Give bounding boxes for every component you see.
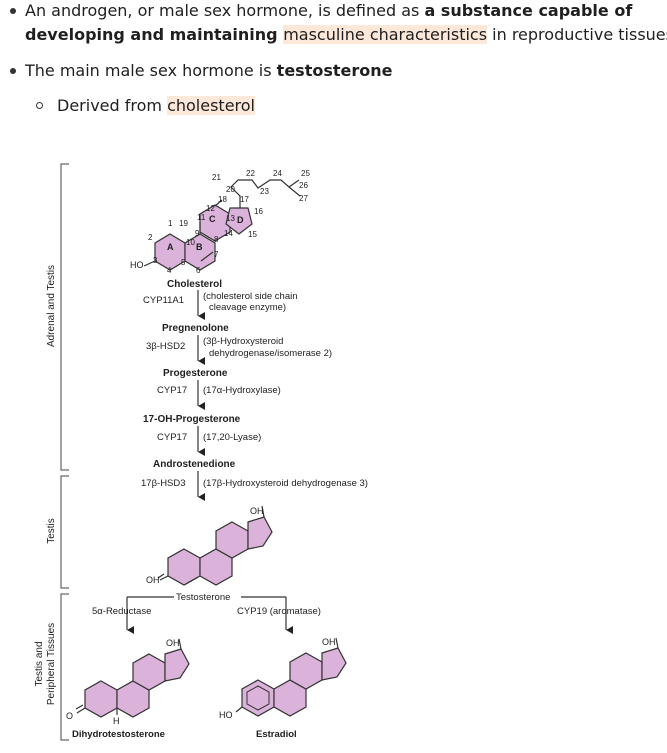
svg-text:13: 13 [226, 214, 235, 223]
svg-text:5: 5 [181, 258, 186, 267]
ring-d [225, 207, 253, 235]
svg-text:2: 2 [148, 233, 153, 242]
sub-bullet-circle [36, 102, 43, 109]
bullet-1-tail-text: in reproductive tissues [487, 25, 667, 44]
label-adrenal-and-testis: Adrenal and Testis [46, 265, 57, 347]
ho-group: HO [130, 260, 144, 270]
svg-text:15: 15 [248, 230, 257, 239]
bullet-dot [10, 68, 16, 74]
compound-dihydrotestosterone: Dihydrotestosterone [72, 729, 165, 740]
enzyme-3b-hsd2: 3β-HSD2 [146, 341, 185, 352]
svg-text:25: 25 [301, 169, 310, 178]
testosterone-structure: OH OH [146, 505, 273, 586]
label-testis: Testis [46, 518, 57, 544]
ring-letter-a: A [167, 242, 174, 252]
bullet-1-bold-text: a substance capable of [424, 1, 633, 20]
enzyme-cyp17-hydroxylase-desc: (17α-Hydroxylase) [203, 385, 281, 396]
svg-text:27: 27 [299, 194, 308, 203]
svg-text:6: 6 [196, 266, 201, 275]
compound-testosterone: Testosterone [176, 592, 230, 603]
enzyme-cyp11a1-desc-line-1: (cholesterol side chain [203, 291, 298, 302]
svg-text:9: 9 [195, 229, 200, 238]
sub-bullet-line: Derived from cholesterol [57, 95, 255, 117]
svg-text:1: 1 [168, 219, 173, 228]
bullet-1-text: An androgen, or male sex hormone, is def… [25, 1, 425, 20]
ring-letter-c: C [209, 214, 216, 224]
estradiol-structure: HO OH [219, 637, 347, 720]
compound-estradiol: Estradiol [256, 729, 297, 740]
enzyme-3b-hsd2-desc-line-1: (3β-Hydroxysteroid [203, 336, 283, 347]
compound-progesterone: Progesterone [163, 368, 228, 379]
tissue-brackets: Adrenal and Testis Testis Testis and Per… [34, 163, 69, 741]
enzyme-cyp17-lyase: CYP17 [157, 432, 187, 443]
enzyme-cyp17-lyase-desc: (17,20-Lyase) [203, 432, 261, 443]
enzyme-cyp11a1-desc-line-2: cleavage enzyme) [209, 302, 286, 313]
branch-to-metabolites: Testosterone 5α-Reductase CYP19 (aromata… [92, 592, 321, 634]
svg-text:11: 11 [197, 213, 206, 222]
keto-group-dht: O [66, 711, 73, 721]
bullet-2-text: The main male sex hormone is [25, 61, 277, 80]
label-testis-and: Testis and [34, 641, 45, 686]
svg-text:12: 12 [206, 204, 215, 213]
enzyme-3b-hsd2-desc-line-2: dehydrogenase/isomerase 2) [209, 348, 332, 359]
svg-text:21: 21 [212, 173, 221, 182]
svg-text:10: 10 [186, 238, 195, 247]
ho-group-estradiol: HO [219, 710, 233, 720]
svg-text:3: 3 [153, 256, 158, 265]
ring-letter-b: B [196, 242, 203, 252]
svg-text:24: 24 [273, 169, 282, 178]
svg-text:18: 18 [218, 195, 227, 204]
svg-text:4: 4 [167, 266, 172, 275]
cholesterol-structure: A B C D HO 1 2 3 4 5 6 7 8 9 10 11 12 13… [130, 169, 310, 275]
oh-group-estradiol: OH [322, 637, 336, 647]
compound-cholesterol: Cholesterol [167, 279, 222, 290]
svg-text:26: 26 [299, 181, 308, 190]
svg-text:20: 20 [226, 185, 235, 194]
highlight-cholesterol: cholesterol [167, 96, 255, 115]
svg-text:23: 23 [260, 187, 269, 196]
svg-text:19: 19 [179, 219, 188, 228]
compound-17-oh-progesterone: 17-OH-Progesterone [143, 414, 241, 425]
oh-group-dht: OH [166, 638, 180, 648]
svg-text:7: 7 [214, 250, 219, 259]
bullet-2-line: The main male sex hormone is testosteron… [25, 60, 392, 82]
enzyme-5a-reductase: 5α-Reductase [92, 606, 151, 617]
highlight-masculine-characteristics: masculine characteristics [283, 25, 488, 44]
h-5a-dht: H [113, 716, 120, 726]
label-peripheral-tissues: Peripheral Tissues [46, 623, 57, 705]
enzyme-cyp17-hydroxylase: CYP17 [157, 385, 187, 396]
bullet-1-line-1: An androgen, or male sex hormone, is def… [25, 0, 632, 22]
bullet-1-line-2: developing and maintaining masculine cha… [25, 24, 667, 46]
compound-androstenedione: Androstenedione [153, 459, 236, 470]
atom-numbers: 1 2 3 4 5 6 7 8 9 10 11 12 13 14 15 16 1… [148, 169, 310, 275]
ring-letter-d: D [237, 215, 244, 225]
svg-text:8: 8 [214, 235, 219, 244]
svg-text:17: 17 [240, 195, 249, 204]
bullet-dot [10, 8, 16, 14]
bullet-1-bold-continuation: developing and maintaining [25, 25, 284, 44]
dihydrotestosterone-structure: O H OH [66, 638, 190, 726]
compound-pregnenolone: Pregnenolone [162, 323, 229, 334]
enzyme-17b-hsd3-desc: (17β-Hydroxysteroid dehydrogenase 3) [203, 478, 368, 489]
svg-text:14: 14 [224, 229, 233, 238]
oh-group-testosterone-3: OH [146, 575, 160, 585]
enzyme-cyp19-aromatase: CYP19 (aromatase) [237, 606, 321, 617]
pathway-steps: Cholesterol CYP11A1 (cholesterol side ch… [141, 279, 368, 501]
ring-b [184, 233, 216, 271]
svg-text:16: 16 [254, 207, 263, 216]
svg-text:22: 22 [246, 169, 255, 178]
enzyme-17b-hsd3: 17β-HSD3 [141, 478, 186, 489]
oh-group-testosterone-17: OH [250, 506, 264, 516]
enzyme-cyp11a1: CYP11A1 [143, 295, 184, 306]
sub-bullet-text: Derived from [57, 96, 168, 115]
bullet-2-bold-text: testosterone [276, 61, 393, 80]
